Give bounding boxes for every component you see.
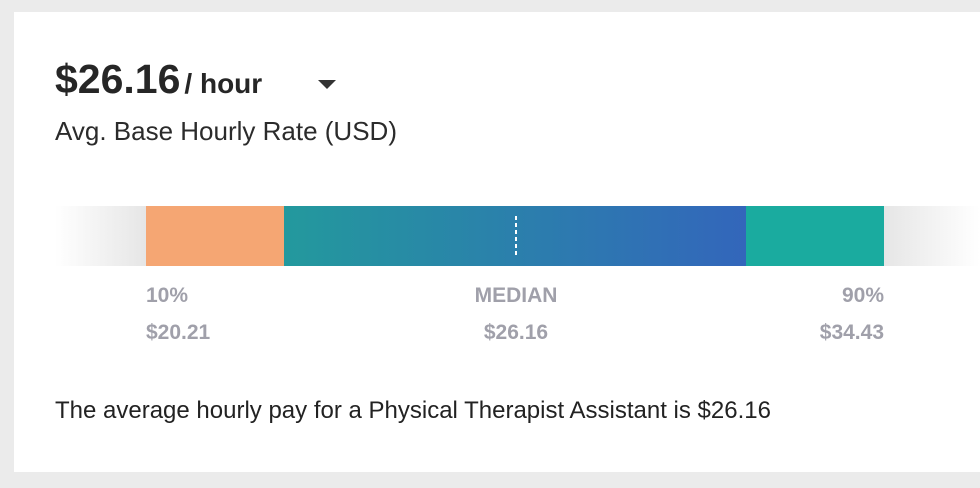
mid-segment	[284, 206, 746, 266]
median-value: $26.16	[483, 321, 549, 344]
low-segment	[146, 206, 284, 266]
salary-card: $26.16/ hour Avg. Base Hourly Rate (USD)…	[14, 12, 980, 472]
amount: $26.16	[55, 56, 181, 102]
unit: / hour	[184, 68, 263, 99]
low-label: 10%	[146, 284, 189, 307]
range-bar	[55, 206, 980, 266]
high-value: $34.43	[819, 321, 884, 344]
subtitle: Avg. Base Hourly Rate (USD)	[55, 116, 397, 146]
median-label: MEDIAN	[474, 284, 558, 307]
low-value: $20.21	[146, 321, 211, 344]
summary: The average hourly pay for a Physical Th…	[55, 397, 771, 424]
high-label: 90%	[841, 284, 884, 307]
amount-line: $26.16/ hour	[55, 56, 262, 103]
unit-dropdown[interactable]	[318, 80, 336, 89]
fade-left	[55, 206, 146, 266]
high-segment	[746, 206, 884, 266]
fade-right	[884, 206, 980, 266]
